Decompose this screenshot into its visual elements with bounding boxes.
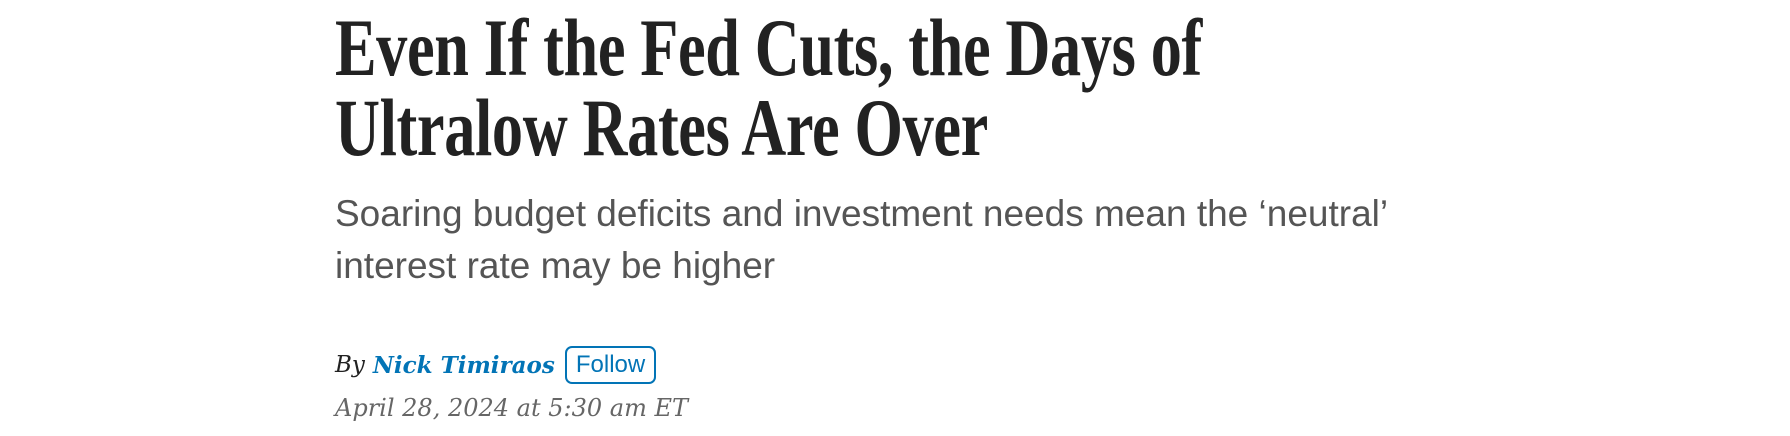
publish-date: April 28, 2024 at 5:30 am ET [335,394,688,422]
headline: Even If the Fed Cuts, the Days of Ultral… [335,2,1202,173]
byline: By Nick Timiraos Follow [335,346,657,384]
byline-prefix: By [335,352,365,378]
subheadline: Soaring budget deficits and investment n… [335,193,1387,286]
follow-button[interactable]: Follow [564,346,657,384]
author-link[interactable]: Nick Timiraos [372,351,555,379]
